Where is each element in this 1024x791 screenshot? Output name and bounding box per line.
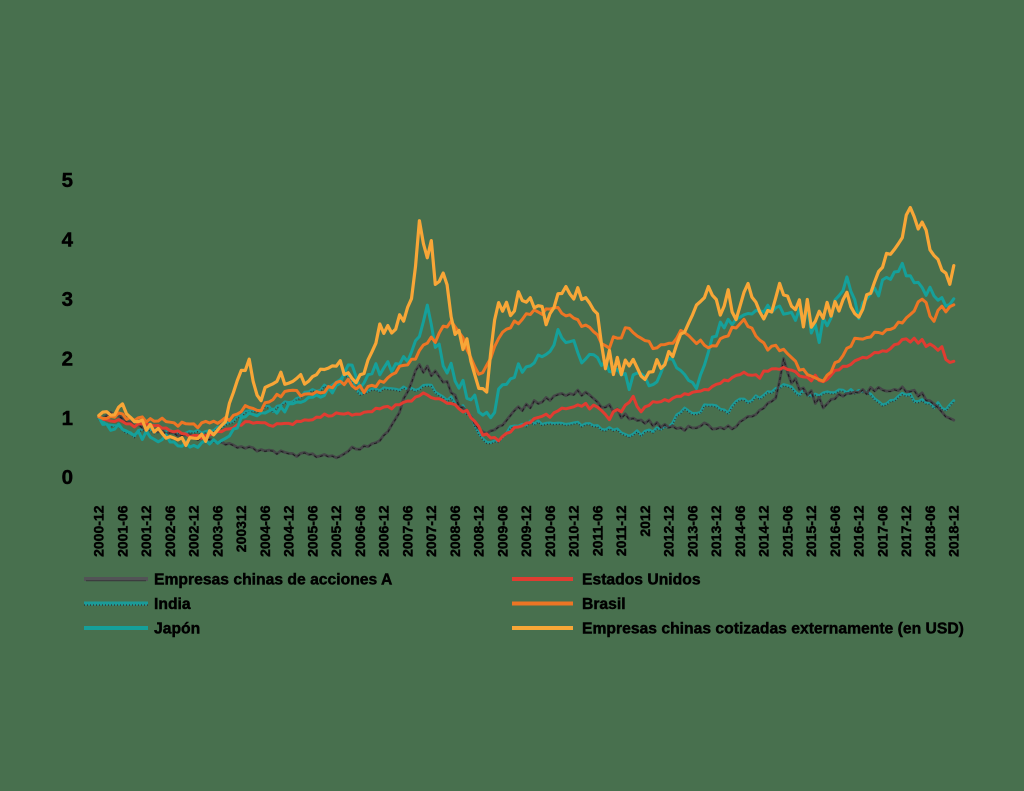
svg-text:4: 4 xyxy=(62,229,74,252)
svg-text:2004-12: 2004-12 xyxy=(281,505,297,557)
svg-text:0: 0 xyxy=(62,466,73,489)
svg-text:2016-06: 2016-06 xyxy=(827,505,843,557)
svg-text:2002-06: 2002-06 xyxy=(162,505,178,557)
svg-text:2006-06: 2006-06 xyxy=(352,505,368,557)
svg-text:Japón: Japón xyxy=(154,620,200,637)
svg-text:2001-06: 2001-06 xyxy=(114,505,130,557)
svg-text:2013-12: 2013-12 xyxy=(708,505,724,557)
svg-text:2003-06: 2003-06 xyxy=(210,505,226,557)
svg-text:Empresas chinas de acciones A: Empresas chinas de acciones A xyxy=(154,571,392,588)
svg-text:2005-06: 2005-06 xyxy=(305,505,321,557)
svg-text:2007-12: 2007-12 xyxy=(423,505,439,557)
svg-text:1: 1 xyxy=(62,407,73,430)
svg-text:2018-12: 2018-12 xyxy=(946,505,962,557)
svg-text:2002-12: 2002-12 xyxy=(186,505,202,557)
svg-text:3: 3 xyxy=(62,288,73,311)
svg-text:2016-12: 2016-12 xyxy=(851,505,867,557)
svg-text:2011-06: 2011-06 xyxy=(589,505,605,556)
svg-text:2008-12: 2008-12 xyxy=(471,505,487,557)
svg-text:2018-06: 2018-06 xyxy=(922,505,938,557)
svg-text:2012-12: 2012-12 xyxy=(661,505,677,557)
svg-text:5: 5 xyxy=(62,169,73,192)
svg-text:2014-06: 2014-06 xyxy=(732,505,748,557)
svg-text:2009-12: 2009-12 xyxy=(518,505,534,557)
svg-text:2017-12: 2017-12 xyxy=(898,505,914,557)
svg-text:2005-12: 2005-12 xyxy=(328,505,344,557)
svg-text:2007-06: 2007-06 xyxy=(400,505,416,557)
svg-text:Empresas chinas cotizadas exte: Empresas chinas cotizadas externamente (… xyxy=(582,620,964,637)
svg-text:2011-12: 2011-12 xyxy=(613,505,629,556)
svg-text:2015-12: 2015-12 xyxy=(803,505,819,557)
svg-text:2013-06: 2013-06 xyxy=(684,505,700,557)
svg-text:2014-12: 2014-12 xyxy=(756,505,772,557)
svg-text:2010-12: 2010-12 xyxy=(566,505,582,557)
svg-text:India: India xyxy=(154,596,191,613)
svg-text:Estados Unidos: Estados Unidos xyxy=(582,571,701,588)
svg-text:2000-12: 2000-12 xyxy=(91,505,107,557)
svg-text:Brasil: Brasil xyxy=(582,596,626,613)
svg-text:2017-06: 2017-06 xyxy=(874,505,890,557)
svg-text:2008-06: 2008-06 xyxy=(447,505,463,557)
svg-text:2015-06: 2015-06 xyxy=(779,505,795,557)
svg-text:2006-12: 2006-12 xyxy=(376,505,392,557)
svg-text:2012: 2012 xyxy=(637,505,653,536)
svg-text:2009-06: 2009-06 xyxy=(495,505,511,557)
svg-text:2: 2 xyxy=(62,347,73,370)
svg-text:2004-06: 2004-06 xyxy=(257,505,273,557)
svg-text:2010-06: 2010-06 xyxy=(542,505,558,557)
svg-text:2001-12: 2001-12 xyxy=(138,505,154,557)
svg-text:200312: 200312 xyxy=(233,505,249,552)
